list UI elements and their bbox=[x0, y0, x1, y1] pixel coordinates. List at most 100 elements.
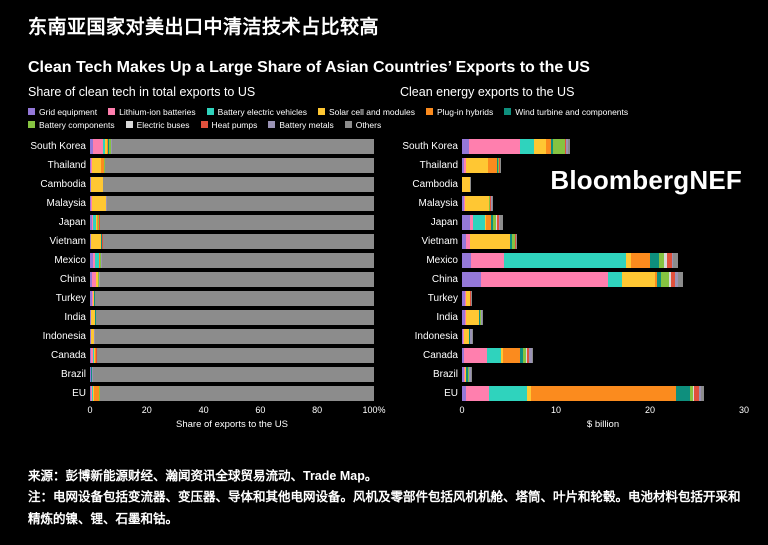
bar-segment bbox=[462, 177, 471, 192]
bar-segment bbox=[97, 348, 374, 363]
bar-segment bbox=[111, 139, 112, 154]
bar-segment bbox=[90, 177, 104, 192]
legend-label: Heat pumps bbox=[211, 119, 258, 130]
legend-label: Wind turbine and components bbox=[515, 106, 629, 117]
bar-segment bbox=[528, 348, 532, 363]
legend-label: Grid equipment bbox=[39, 106, 98, 117]
bar-segment bbox=[91, 196, 106, 211]
bar-segment bbox=[462, 329, 463, 344]
country-label: Cambodia bbox=[28, 179, 90, 190]
bar-segment bbox=[107, 139, 109, 154]
bar-segment bbox=[465, 158, 489, 173]
bar-segment bbox=[102, 139, 106, 154]
bar-segment bbox=[673, 253, 679, 268]
bar-segment bbox=[105, 158, 374, 173]
bar-segment bbox=[496, 158, 498, 173]
bar-segment bbox=[96, 348, 98, 363]
country-label: Japan bbox=[28, 217, 90, 228]
bar-segment bbox=[93, 386, 99, 401]
legend-item: Others bbox=[344, 119, 382, 130]
bar-segment bbox=[98, 386, 100, 401]
bar-row: India bbox=[28, 308, 374, 327]
country-label: Brazil bbox=[60, 369, 86, 380]
bar-segment bbox=[481, 310, 483, 325]
legend-label: Electric buses bbox=[136, 119, 190, 130]
bar-row: EU bbox=[28, 384, 374, 403]
country-label: Japan bbox=[400, 217, 462, 228]
bar-segment bbox=[659, 253, 665, 268]
subtitle-row: Share of clean tech in total exports to … bbox=[28, 85, 744, 99]
bar-segment bbox=[500, 215, 504, 230]
country-label: South Korea bbox=[30, 141, 86, 152]
bar-segment bbox=[90, 310, 91, 325]
bar-segment bbox=[96, 310, 374, 325]
bar-segment bbox=[566, 139, 569, 154]
bar-segment bbox=[479, 310, 481, 325]
legend-label: Others bbox=[355, 119, 382, 130]
bar-segment bbox=[503, 348, 521, 363]
bar-segment bbox=[90, 386, 92, 401]
bar-segment bbox=[100, 386, 374, 401]
bar-segment bbox=[470, 291, 472, 306]
bar-segment bbox=[465, 386, 490, 401]
bar-segment bbox=[92, 291, 93, 306]
bar-segment bbox=[463, 158, 466, 173]
country-label: Turkey bbox=[400, 293, 462, 304]
bar-segment bbox=[473, 215, 485, 230]
bar-row: Japan bbox=[400, 213, 744, 232]
right-x-axis-label: $ billion bbox=[586, 419, 620, 430]
bar-segment bbox=[486, 215, 492, 230]
country-label: Vietnam bbox=[28, 236, 90, 247]
bar-segment bbox=[553, 139, 566, 154]
bar-row: Turkey bbox=[400, 289, 744, 308]
axis-tick-label: 0 bbox=[459, 405, 465, 415]
bar-track bbox=[462, 310, 744, 325]
bar-segment bbox=[105, 139, 108, 154]
bar-track bbox=[462, 177, 744, 192]
bar-segment bbox=[96, 272, 98, 287]
bar-segment bbox=[504, 253, 627, 268]
bar-segment bbox=[661, 272, 669, 287]
bar-track bbox=[462, 253, 744, 268]
bar-segment bbox=[99, 272, 374, 287]
country-label: Brazil bbox=[432, 369, 458, 380]
legend-swatch-icon bbox=[125, 121, 133, 128]
bar-segment bbox=[666, 253, 672, 268]
bar-segment bbox=[462, 367, 464, 382]
bar-segment bbox=[95, 215, 97, 230]
axis-tick-label: 100% bbox=[362, 405, 386, 415]
bar-segment bbox=[90, 215, 93, 230]
axis-tick-label: 30 bbox=[738, 405, 750, 415]
bar-row: Turkey bbox=[28, 289, 374, 308]
bar-segment bbox=[671, 253, 674, 268]
bar-segment bbox=[495, 215, 497, 230]
logo-nef: NEF bbox=[689, 165, 742, 195]
bar-segment bbox=[95, 272, 97, 287]
legend-item: Solar cell and modules bbox=[317, 107, 415, 117]
legend-item: Battery components bbox=[28, 120, 115, 130]
country-label: India bbox=[64, 312, 86, 323]
bar-segment bbox=[501, 348, 504, 363]
bar-segment bbox=[94, 291, 374, 306]
legend-item: Battery metals bbox=[268, 120, 334, 130]
bar-segment bbox=[99, 253, 100, 268]
bar-segment bbox=[565, 139, 567, 154]
bar-row: Vietnam bbox=[28, 232, 374, 251]
bar-segment bbox=[465, 291, 470, 306]
bar-segment bbox=[90, 348, 91, 363]
country-label: Thailand bbox=[28, 160, 90, 171]
bloombergnef-logo: BloombergNEF bbox=[550, 165, 742, 196]
bar-segment bbox=[90, 272, 93, 287]
bar-segment bbox=[690, 386, 694, 401]
legend-swatch-icon bbox=[344, 121, 352, 128]
country-label: Canada bbox=[50, 350, 86, 361]
bar-segment bbox=[496, 215, 499, 230]
bar-track bbox=[90, 310, 374, 325]
left-chart: South Korea Thailand Cambodia Malaysia Japan… bbox=[28, 137, 386, 432]
bar-segment bbox=[526, 386, 531, 401]
bar-track bbox=[90, 158, 374, 173]
bar-segment bbox=[470, 215, 474, 230]
bar-segment bbox=[491, 196, 493, 211]
bar-segment bbox=[90, 386, 91, 401]
bar-segment bbox=[90, 291, 93, 306]
